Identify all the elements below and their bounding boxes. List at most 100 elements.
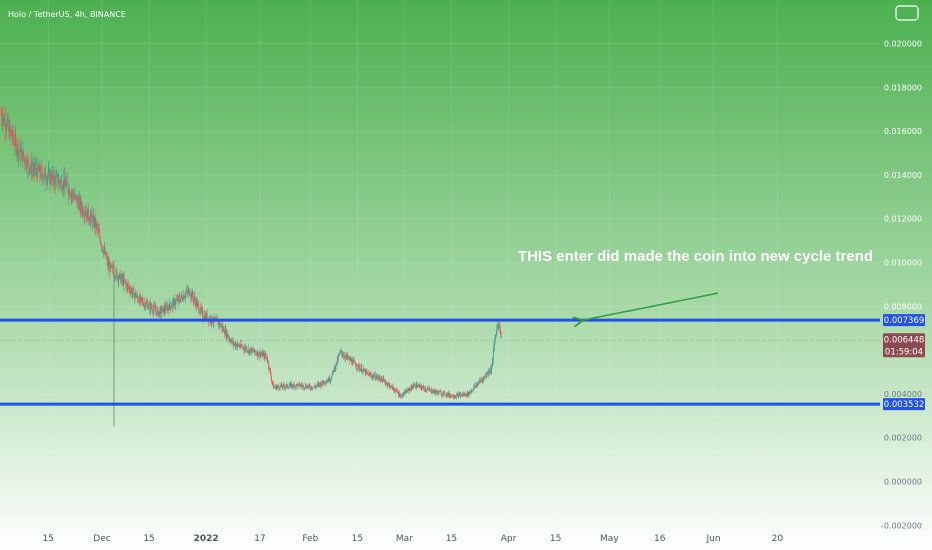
- candle: [260, 351, 262, 359]
- candle: [279, 382, 281, 391]
- candle: [45, 165, 46, 180]
- candle: [108, 257, 110, 268]
- candle: [131, 286, 132, 297]
- candle: [29, 168, 31, 178]
- candle: [59, 179, 61, 190]
- candle: [252, 346, 254, 354]
- candle: [133, 287, 134, 290]
- candle: [127, 283, 129, 291]
- candle: [442, 393, 443, 399]
- candle: [28, 159, 29, 177]
- candle: [455, 394, 456, 399]
- candle: [167, 306, 169, 311]
- candle: [263, 349, 265, 357]
- candle: [372, 374, 373, 381]
- candle: [344, 355, 346, 362]
- candle: [342, 351, 344, 358]
- candle: [265, 350, 266, 359]
- candle: [135, 288, 136, 302]
- candle: [250, 348, 251, 354]
- candle: [493, 345, 494, 364]
- candle: [427, 387, 429, 390]
- candle: [188, 285, 190, 294]
- candle: [320, 382, 321, 389]
- candle: [248, 343, 250, 354]
- candle: [358, 363, 359, 369]
- candle: [236, 343, 237, 348]
- horizontal-levels[interactable]: [0, 318, 880, 406]
- candle: [86, 202, 88, 218]
- candle: [374, 371, 376, 381]
- candle: [464, 391, 466, 398]
- candle: [265, 352, 267, 360]
- annotation-text[interactable]: THIS enter did made the coin into new cy…: [518, 248, 873, 265]
- candle: [396, 388, 398, 394]
- candle: [191, 287, 193, 299]
- candle: [103, 240, 105, 254]
- candle: [79, 195, 81, 213]
- candle: [313, 385, 315, 388]
- candle: [364, 368, 366, 377]
- rectangle-button-icon[interactable]: [895, 5, 919, 21]
- candle: [163, 306, 164, 315]
- x-tick-label: Apr: [501, 534, 517, 544]
- candle: [491, 363, 493, 375]
- candle: [313, 386, 314, 389]
- candle: [394, 387, 395, 394]
- candle: [381, 376, 382, 383]
- candle: [255, 350, 257, 357]
- candle: [106, 252, 107, 260]
- candle: [310, 384, 311, 392]
- candle: [104, 243, 106, 256]
- candle: [78, 194, 79, 214]
- candle: [253, 349, 255, 353]
- candle: [155, 304, 157, 316]
- candle: [157, 306, 159, 317]
- candle: [16, 136, 17, 157]
- candle: [365, 369, 367, 376]
- candle: [403, 391, 405, 399]
- candle: [354, 360, 356, 365]
- x-tick-label: 16: [654, 534, 666, 544]
- candle: [357, 363, 359, 372]
- candle: [368, 373, 369, 377]
- arrow-line[interactable]: [583, 292, 719, 320]
- candle: [88, 216, 90, 226]
- candle: [261, 348, 263, 357]
- candle: [370, 371, 372, 376]
- candle: [485, 372, 486, 378]
- x-tick-label: 15: [352, 534, 363, 544]
- candle: [73, 188, 75, 200]
- candle: [234, 340, 236, 349]
- candle: [158, 311, 160, 318]
- candle: [120, 273, 122, 286]
- candle: [136, 290, 138, 301]
- candle: [293, 382, 294, 390]
- candle: [298, 383, 299, 386]
- candle: [199, 307, 200, 314]
- candle: [418, 383, 420, 388]
- candle: [37, 157, 38, 180]
- candle: [222, 321, 224, 332]
- annotation-arrow[interactable]: [583, 292, 719, 320]
- candle: [140, 293, 141, 308]
- candle: [2, 114, 4, 134]
- candle: [380, 378, 381, 382]
- candle: [299, 380, 300, 389]
- candle: [122, 273, 124, 287]
- candle: [97, 223, 98, 238]
- candle: [41, 158, 43, 181]
- candle: [470, 388, 472, 393]
- candle: [195, 296, 196, 309]
- candle: [434, 389, 435, 395]
- candle: [436, 389, 438, 393]
- candle: [125, 281, 127, 286]
- candle: [92, 211, 93, 231]
- candle: [121, 272, 123, 286]
- candle: [276, 384, 278, 391]
- candle: [153, 304, 154, 317]
- candle: [102, 245, 104, 256]
- candle: [479, 379, 481, 384]
